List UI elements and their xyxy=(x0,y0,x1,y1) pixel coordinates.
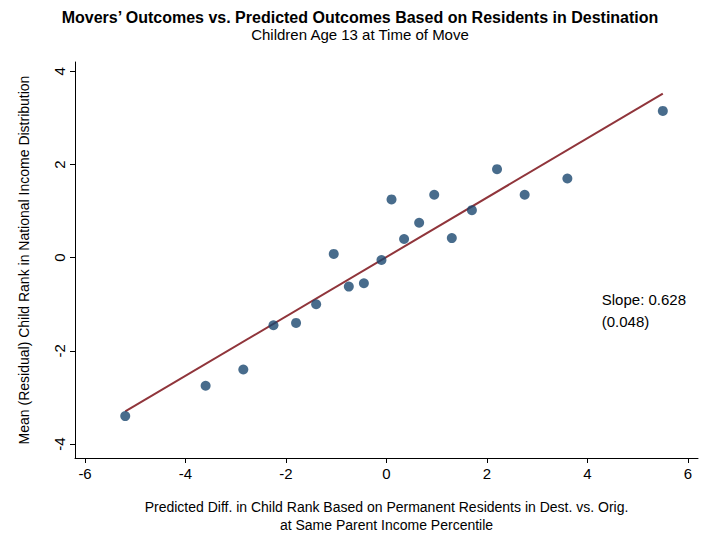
svg-text:0: 0 xyxy=(51,253,68,261)
svg-text:Slope: 0.628: Slope: 0.628 xyxy=(602,291,686,308)
svg-text:Children Age 13 at Time of Mov: Children Age 13 at Time of Move xyxy=(251,26,469,43)
svg-text:-4: -4 xyxy=(51,437,68,450)
svg-text:-4: -4 xyxy=(179,465,192,482)
svg-text:-2: -2 xyxy=(279,465,292,482)
svg-text:6: 6 xyxy=(684,465,692,482)
svg-text:4: 4 xyxy=(51,67,68,75)
svg-text:Mean (Residual) Child Rank in: Mean (Residual) Child Rank in National I… xyxy=(16,76,32,445)
svg-text:4: 4 xyxy=(583,465,591,482)
svg-text:-2: -2 xyxy=(51,344,68,357)
svg-text:-6: -6 xyxy=(78,465,91,482)
svg-text:(0.048): (0.048) xyxy=(602,313,650,330)
svg-text:Movers’ Outcomes vs. Predicted: Movers’ Outcomes vs. Predicted Outcomes … xyxy=(62,9,659,26)
svg-text:0: 0 xyxy=(382,465,390,482)
svg-text:2: 2 xyxy=(483,465,491,482)
svg-text:Predicted Diff. in Child Rank: Predicted Diff. in Child Rank Based on P… xyxy=(145,499,629,515)
svg-text:at Same Parent Income Percenti: at Same Parent Income Percentile xyxy=(280,517,493,533)
svg-text:2: 2 xyxy=(51,160,68,168)
